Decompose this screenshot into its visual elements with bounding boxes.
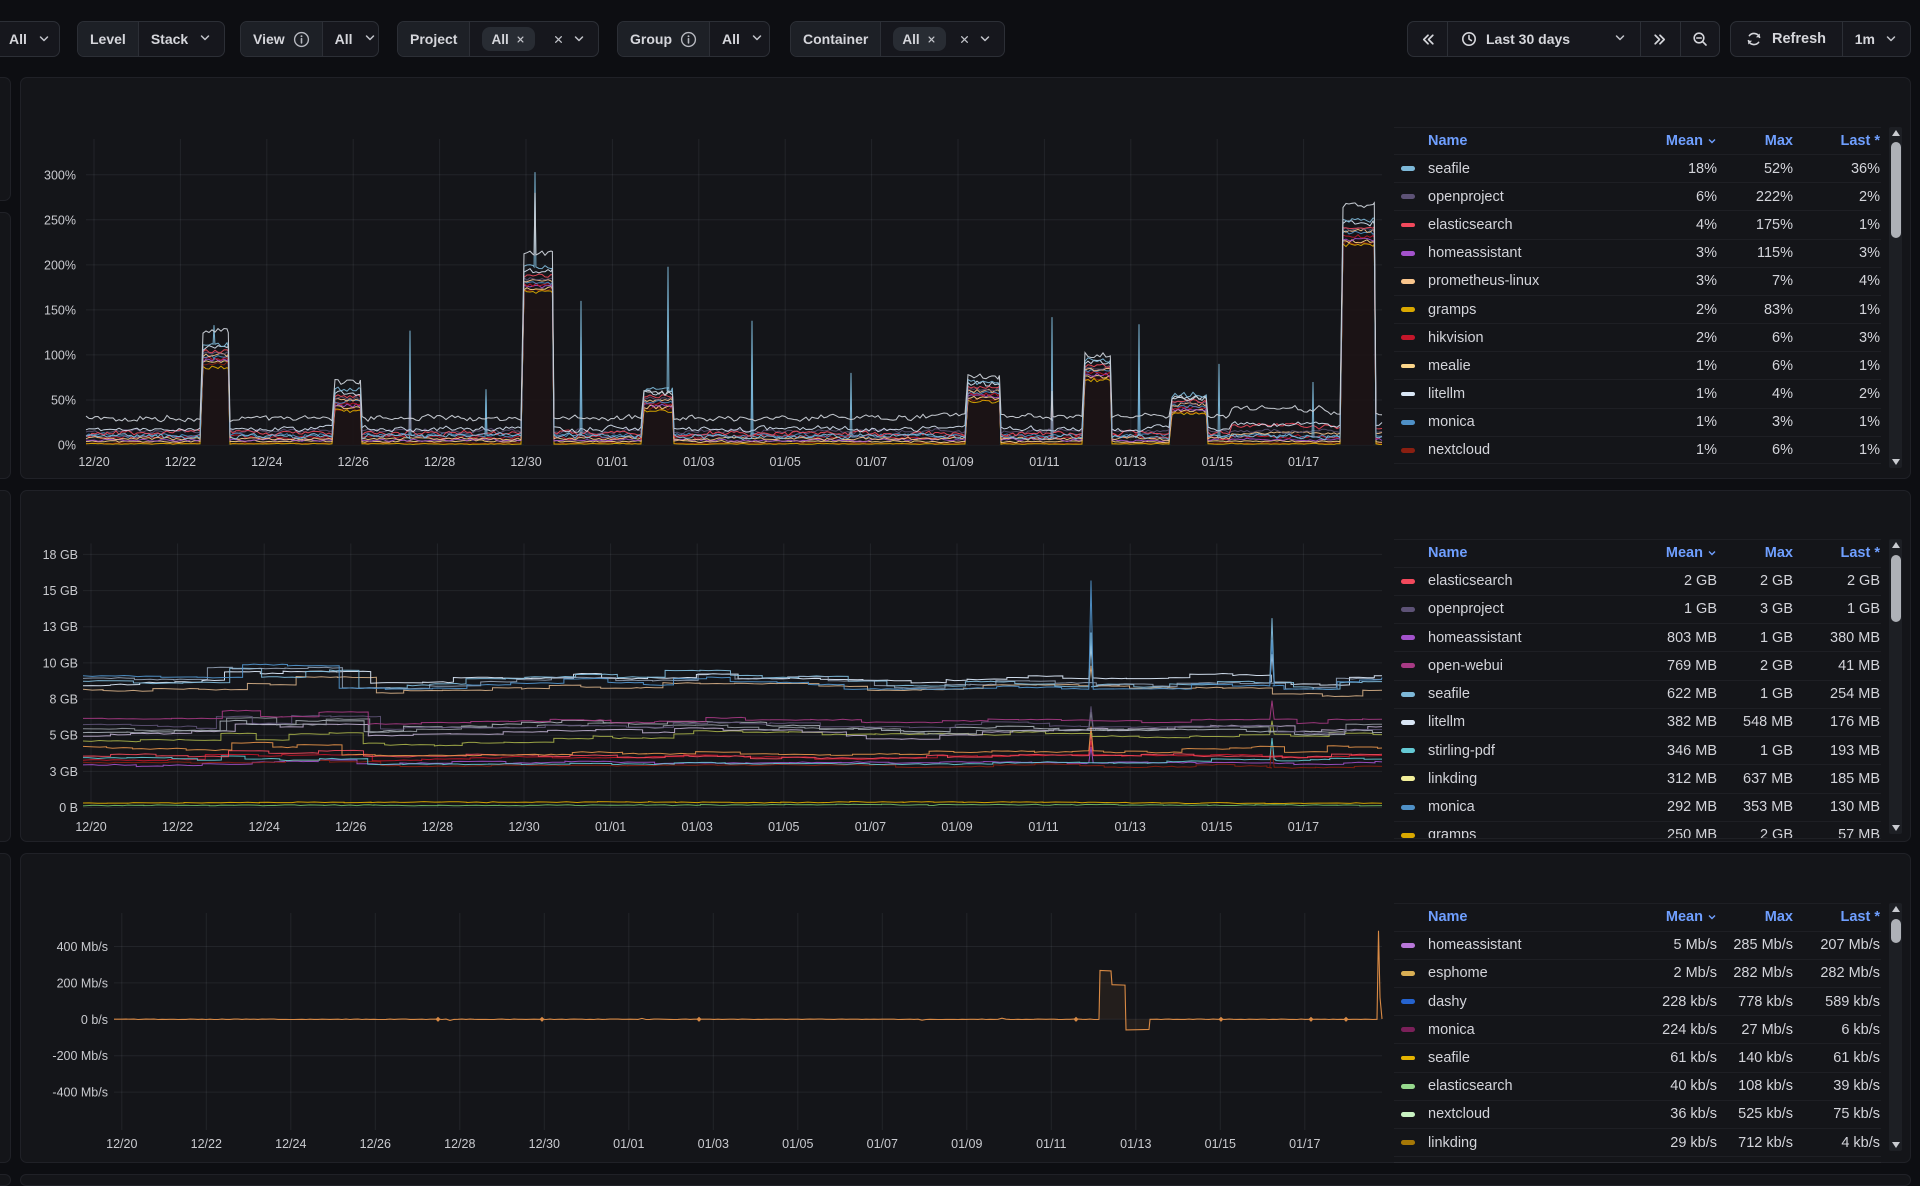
svg-text:400 Mb/s: 400 Mb/s xyxy=(57,940,108,954)
svg-text:200 Mb/s: 200 Mb/s xyxy=(57,976,108,990)
svg-text:5 GB: 5 GB xyxy=(50,728,79,742)
svg-text:01/13: 01/13 xyxy=(1115,820,1146,834)
svg-text:12/24: 12/24 xyxy=(251,455,282,469)
svg-text:100%: 100% xyxy=(44,348,76,362)
svg-text:01/11: 01/11 xyxy=(1036,1137,1066,1151)
svg-text:12/24: 12/24 xyxy=(249,820,280,834)
svg-text:01/11: 01/11 xyxy=(1028,820,1058,834)
svg-text:12/20: 12/20 xyxy=(75,820,106,834)
svg-text:-400 Mb/s: -400 Mb/s xyxy=(52,1086,108,1100)
svg-text:12/26: 12/26 xyxy=(360,1137,391,1151)
svg-text:12/20: 12/20 xyxy=(78,455,109,469)
svg-text:01/15: 01/15 xyxy=(1202,455,1233,469)
svg-text:12/20: 12/20 xyxy=(106,1137,137,1151)
svg-text:12/28: 12/28 xyxy=(424,455,455,469)
svg-text:01/05: 01/05 xyxy=(770,455,801,469)
svg-text:01/03: 01/03 xyxy=(683,455,714,469)
svg-text:12/28: 12/28 xyxy=(422,820,453,834)
svg-text:8 GB: 8 GB xyxy=(50,692,79,706)
svg-text:01/09: 01/09 xyxy=(941,820,972,834)
svg-text:01/01: 01/01 xyxy=(597,455,628,469)
svg-text:01/01: 01/01 xyxy=(613,1137,644,1151)
svg-text:3 GB: 3 GB xyxy=(50,764,79,778)
svg-text:01/17: 01/17 xyxy=(1288,820,1319,834)
svg-text:12/30: 12/30 xyxy=(508,820,539,834)
svg-text:01/17: 01/17 xyxy=(1288,455,1319,469)
svg-text:-200 Mb/s: -200 Mb/s xyxy=(52,1049,108,1063)
svg-text:12/22: 12/22 xyxy=(162,820,193,834)
svg-text:150%: 150% xyxy=(44,303,76,317)
svg-text:01/03: 01/03 xyxy=(698,1137,729,1151)
svg-text:300%: 300% xyxy=(44,168,76,182)
svg-text:250%: 250% xyxy=(44,213,76,227)
svg-text:12/26: 12/26 xyxy=(338,455,369,469)
svg-text:01/17: 01/17 xyxy=(1289,1137,1320,1151)
svg-text:0%: 0% xyxy=(58,439,76,453)
svg-text:12/26: 12/26 xyxy=(335,820,366,834)
svg-text:12/22: 12/22 xyxy=(191,1137,222,1151)
svg-text:12/30: 12/30 xyxy=(510,455,541,469)
svg-text:01/07: 01/07 xyxy=(855,820,886,834)
svg-text:01/07: 01/07 xyxy=(867,1137,898,1151)
svg-text:0 b/s: 0 b/s xyxy=(81,1013,108,1027)
svg-text:12/30: 12/30 xyxy=(529,1137,560,1151)
svg-text:01/03: 01/03 xyxy=(682,820,713,834)
svg-text:12/24: 12/24 xyxy=(275,1137,306,1151)
svg-text:12/22: 12/22 xyxy=(165,455,196,469)
svg-text:50%: 50% xyxy=(51,394,76,408)
svg-text:01/11: 01/11 xyxy=(1029,455,1059,469)
svg-text:13 GB: 13 GB xyxy=(43,620,78,634)
svg-text:0 B: 0 B xyxy=(59,801,78,815)
svg-text:10 GB: 10 GB xyxy=(43,656,78,670)
svg-text:01/05: 01/05 xyxy=(782,1137,813,1151)
svg-text:01/15: 01/15 xyxy=(1205,1137,1236,1151)
svg-text:18 GB: 18 GB xyxy=(43,547,78,561)
svg-text:01/09: 01/09 xyxy=(951,1137,982,1151)
svg-text:01/15: 01/15 xyxy=(1201,820,1232,834)
svg-text:01/05: 01/05 xyxy=(768,820,799,834)
svg-text:01/13: 01/13 xyxy=(1115,455,1146,469)
svg-text:01/09: 01/09 xyxy=(942,455,973,469)
svg-text:01/13: 01/13 xyxy=(1120,1137,1151,1151)
svg-text:15 GB: 15 GB xyxy=(43,584,78,598)
svg-text:12/28: 12/28 xyxy=(444,1137,475,1151)
svg-text:01/07: 01/07 xyxy=(856,455,887,469)
svg-text:01/01: 01/01 xyxy=(595,820,626,834)
svg-text:200%: 200% xyxy=(44,258,76,272)
